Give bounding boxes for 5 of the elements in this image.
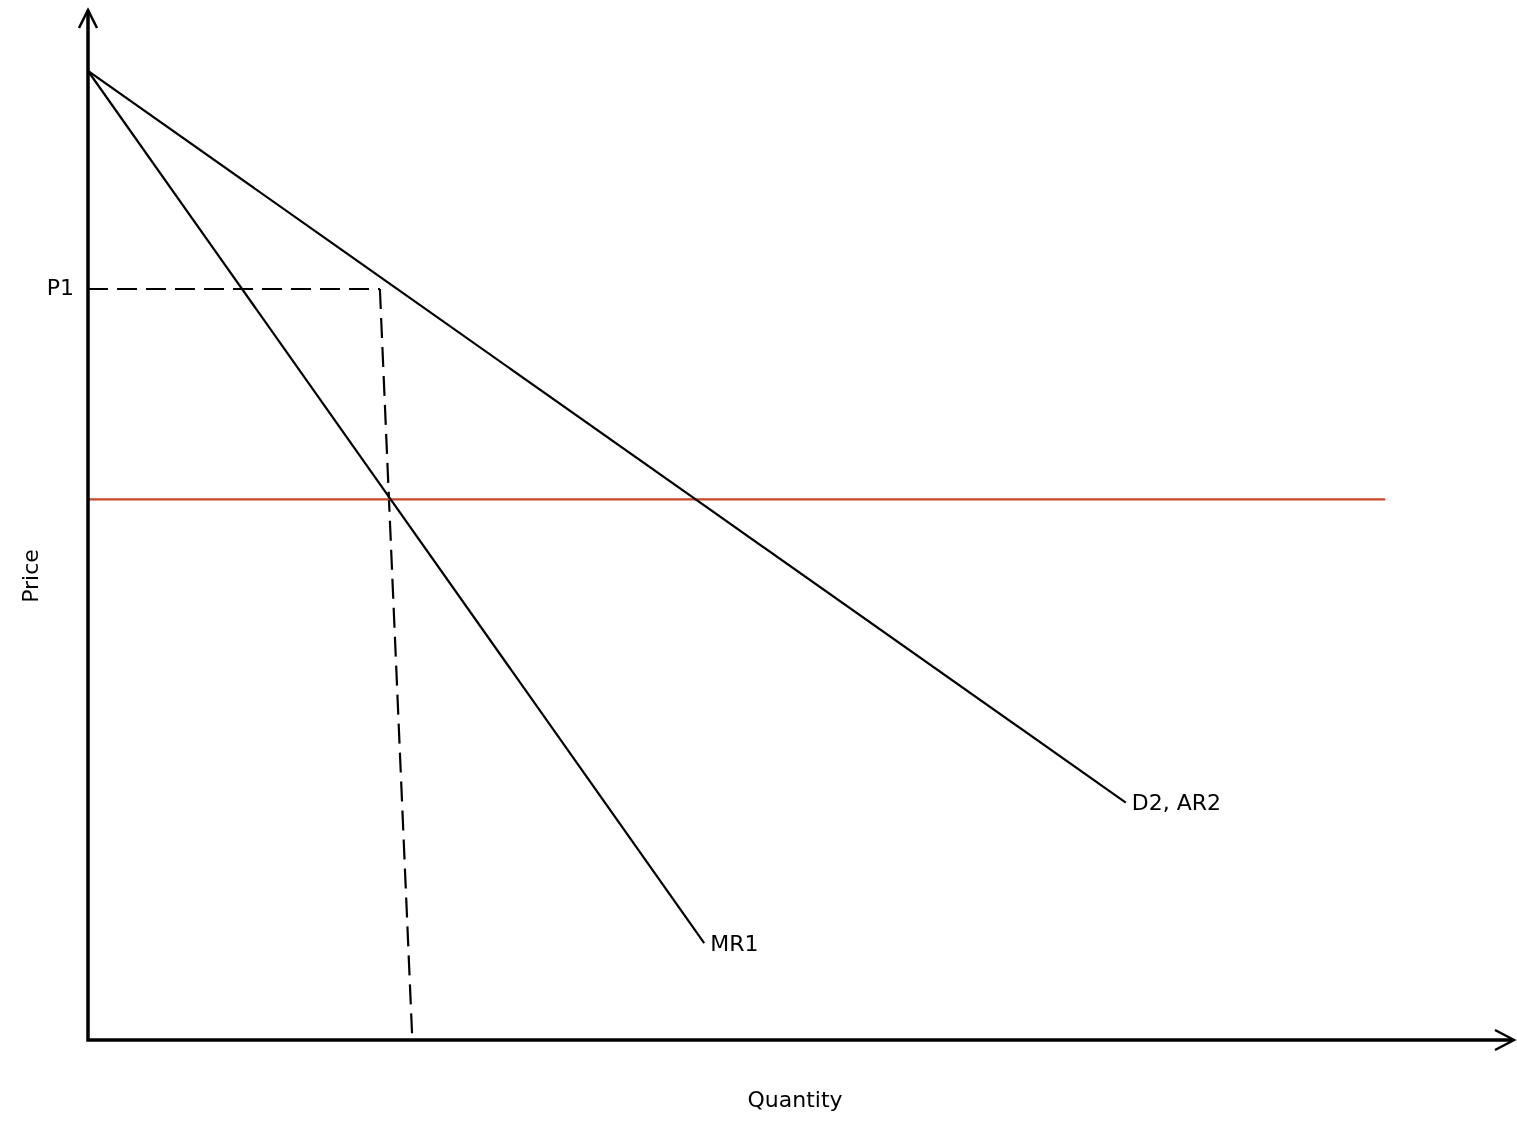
x-axis-title: Quantity xyxy=(747,1086,843,1112)
series-label: D2, AR2 xyxy=(1131,790,1222,816)
text: P1 xyxy=(46,274,74,300)
y-axis-title: Price xyxy=(17,549,43,603)
series-label: MR1 xyxy=(710,930,759,956)
